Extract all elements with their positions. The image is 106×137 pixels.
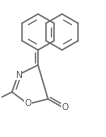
Text: O: O [24, 99, 31, 109]
Text: O: O [62, 102, 69, 112]
Text: N: N [15, 71, 21, 79]
